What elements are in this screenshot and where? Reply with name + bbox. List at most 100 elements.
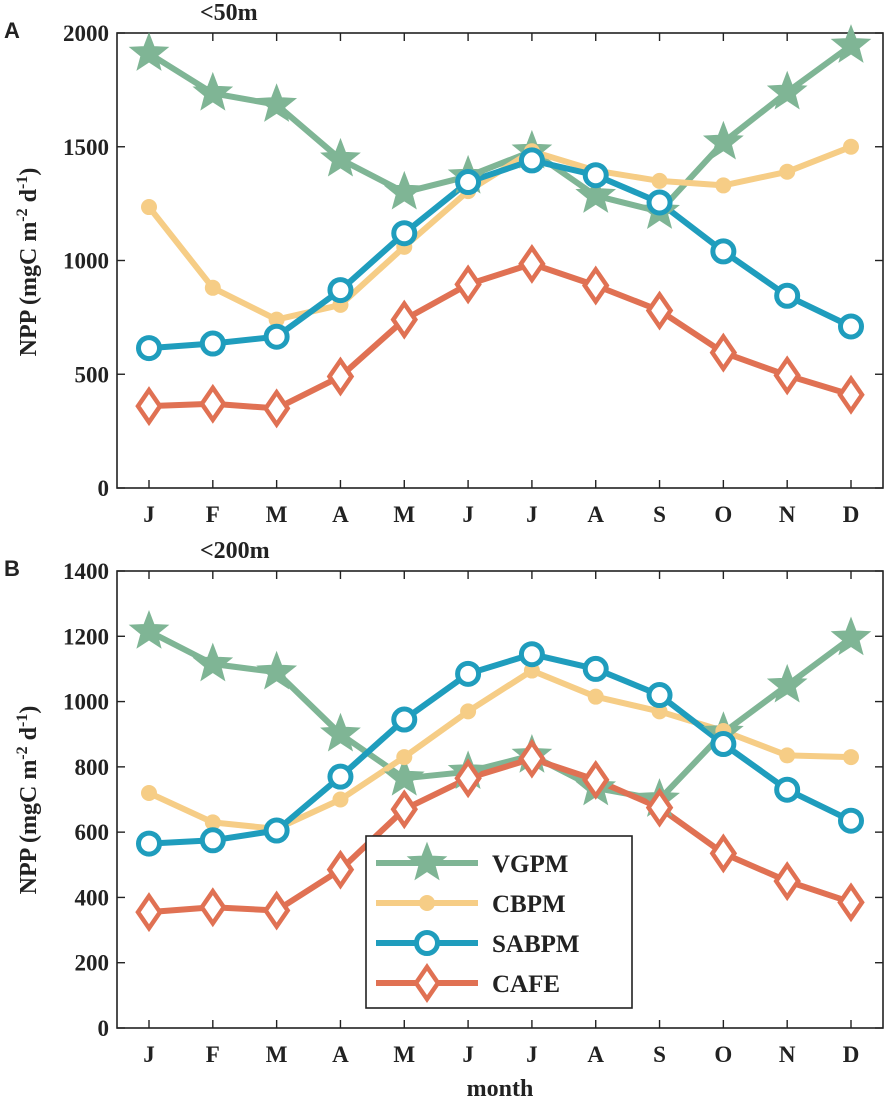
panel-b-point-vgpm [383,756,425,796]
panel-b-point-cafe [773,861,801,902]
panel-a-point-cafe [773,355,801,396]
panel-a-xtick-label: A [587,502,604,527]
legend-marker-vgpm [406,841,448,881]
panel-a-point-cbpm [779,163,796,180]
panel-a-plot: 0 500 1000 1500 2000 J F M A M J J A S O N D [63,21,884,527]
panel-a: A <50m NPP (mgC m-2 d-1) 0 500 1000 1500 200… [4,0,884,527]
panel-a-point-cafe [326,356,355,397]
panel-a-xtick-label: D [843,502,860,527]
panel-a-xtick-label: M [266,502,288,527]
panel-b-xlabel: month [467,1076,534,1102]
panel-a-point-cafe [709,332,738,373]
panel-a-point-cafe [135,386,163,427]
panel-b-ytick-label: 200 [75,951,110,976]
panel-a-point-vgpm [383,170,425,210]
panel-a-point-vgpm [766,70,808,110]
panel-a-point-sabpm [327,277,354,304]
panel-b-point-cbpm [587,688,604,705]
panel-a-point-cbpm [843,138,859,155]
panel-a-point-cafe [518,243,546,284]
panel-a-point-cafe [581,265,610,306]
panel-b-xtick-label: S [653,1042,666,1067]
panel-b-ylabel-mid: d [16,726,42,746]
panel-a-ytick-label: 1500 [63,135,109,160]
panel-b-line-sabpm [146,651,854,847]
panel-b-plot: 0 200 400 600 800 1000 1200 1400 J F M A M J J A S O N D [63,559,884,1067]
panel-b-point-sabpm [774,776,801,803]
panel-b-point-cbpm [460,703,477,720]
panel-b-point-vgpm [830,616,872,656]
panel-a-ytick-label: 1000 [63,249,109,274]
panel-b-point-sabpm [582,655,609,682]
panel-b-xtick-label: D [843,1042,860,1067]
panel-b-point-sabpm [838,807,864,834]
panel-a-point-sabpm [646,189,673,216]
panel-a-point-vgpm [320,137,361,177]
legend-marker-cafe [413,963,441,1003]
panel-b-ytick-label: 600 [75,820,110,845]
panel-a-point-sabpm [582,162,609,189]
legend-label-cbpm: CBPM [492,891,566,918]
panel-a-frame [116,32,884,489]
panel-b-frame [116,570,884,1029]
panel-a-ylabel-mid: d [16,188,42,208]
panel-b-ytick-label: 0 [98,1016,110,1041]
panel-b-ytick-label: 1400 [63,559,109,584]
panel-a-point-cbpm [651,172,668,189]
panel-b-point-cbpm [141,784,157,801]
panel-a-point-cbpm [268,311,285,328]
legend-marker-cbpm [419,895,435,911]
legend-marker-sabpm [414,930,440,956]
panel-b-point-sabpm [136,830,162,857]
panel-b-point-cafe [581,759,610,800]
panel-a-point-vgpm [575,174,617,213]
panel-b-xtick-label: J [143,1042,155,1067]
panel-b-point-sabpm [518,641,545,668]
panel-b-xtick-label: N [779,1042,796,1067]
panel-a-point-cafe [454,264,482,305]
legend-label-vgpm: VGPM [492,851,568,878]
panel-a-point-sabpm [391,220,418,247]
panel-b-point-vgpm [766,663,808,703]
panel-a-ytick-label: 500 [75,362,110,387]
panel-b-xtick-label: J [526,1042,538,1067]
panel-a-ylabel-exp2: -1 [14,176,31,189]
panel-b-xtick-label: J [462,1042,474,1067]
panel-b-point-vgpm [320,712,361,752]
panel-b-xtick-label: M [266,1042,288,1067]
panel-a-point-sabpm [263,323,290,350]
panel-b-point-sabpm [263,817,290,844]
panel-a-ylabel-end: ) [16,168,42,176]
panel-a-letter: A [4,18,20,43]
panel-b-point-sabpm [391,706,418,733]
panel-a-point-sabpm [455,169,482,196]
panel-a-ylabel: NPP (mgC m-2 d-1) [14,168,42,357]
panel-b-xtick-label: O [714,1042,732,1067]
panel-a-point-cafe [262,388,291,429]
panel-b-point-sabpm [327,763,354,790]
panel-a-title: <50m [200,0,258,26]
panel-b-point-cafe [135,892,163,933]
panel-b-title: <200m [200,538,270,564]
panel-b-xtick-label: M [393,1042,415,1067]
panel-b-line-vgpm [146,628,854,803]
panel-a-point-sabpm [710,238,737,265]
legend: VGPM CBPM SABPM CAFE [365,835,633,1009]
panel-a-ylabel-exp1: -2 [14,208,31,221]
panel-b-point-vgpm [192,642,234,682]
panel-a-xtick-label: A [332,502,349,527]
panel-b-point-sabpm [710,731,737,758]
panel-b-ytick-label: 800 [75,755,110,780]
panel-a-point-vgpm [128,32,170,71]
panel-b-point-cbpm [204,814,221,831]
panel-a-point-vgpm [830,24,872,63]
legend-label-sabpm: SABPM [492,931,580,958]
panel-b-ytick-label: 400 [75,885,110,910]
panel-b-point-cbpm [332,791,349,808]
panel-b-point-cbpm [843,749,859,766]
panel-a-xtick-label: S [653,502,666,527]
panel-a-point-cafe [199,383,227,424]
panel-a-point-cbpm [204,279,221,296]
panel-a-xtick-label: F [206,502,220,527]
panel-a-point-sabpm [199,330,226,357]
